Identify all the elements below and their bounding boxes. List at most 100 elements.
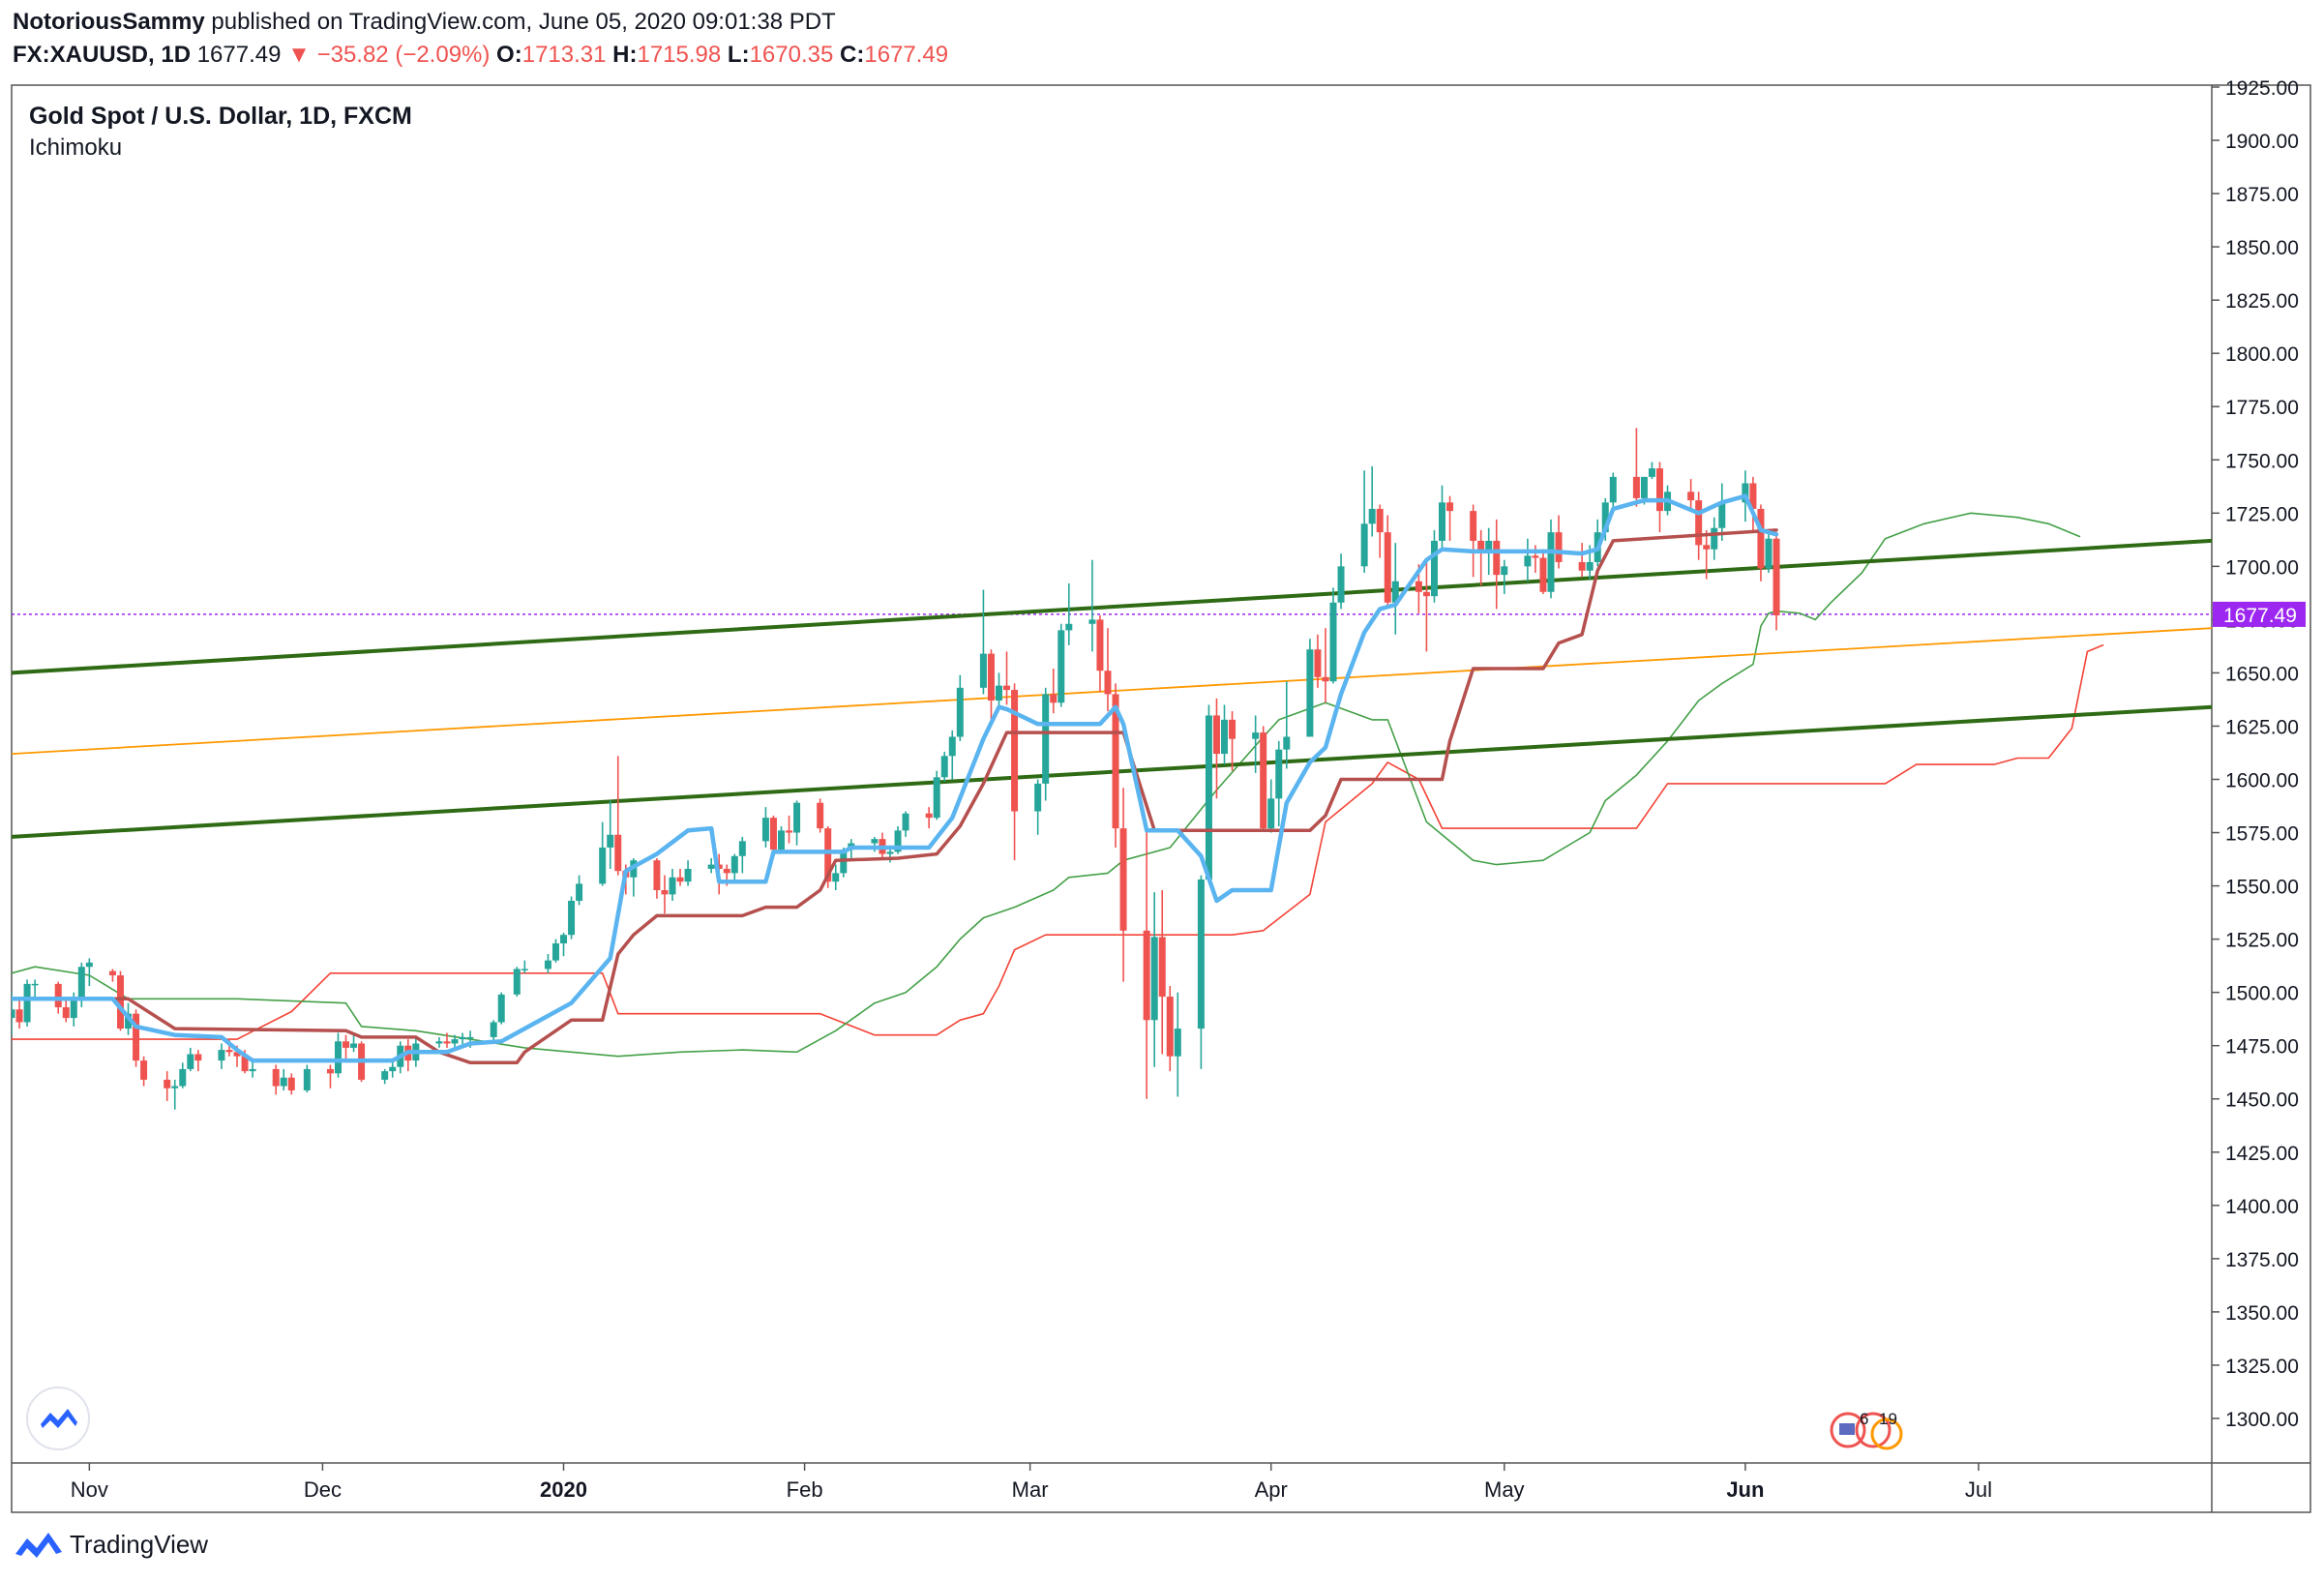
candle[interactable] [1337,553,1345,610]
candle[interactable] [925,807,933,829]
candle[interactable] [1229,711,1236,771]
candle[interactable] [1477,529,1485,586]
tradingview-brand[interactable]: TradingView [70,1529,209,1559]
candle[interactable] [1765,534,1773,573]
candle[interactable] [1150,892,1158,1067]
candle[interactable] [1042,687,1050,801]
candle[interactable] [1314,634,1322,688]
candle[interactable] [979,589,987,695]
candle[interactable] [1158,889,1166,1055]
candle[interactable] [443,1032,451,1048]
candle[interactable] [1034,779,1042,835]
candle[interactable] [116,970,124,1031]
candle[interactable] [85,958,93,987]
candle[interactable] [786,815,793,844]
candle[interactable] [1422,561,1430,652]
candle[interactable] [521,960,528,973]
candle[interactable] [661,875,669,914]
candle[interactable] [560,933,568,957]
candle[interactable] [1524,538,1532,582]
candle[interactable] [218,1043,225,1069]
candle[interactable] [389,1060,397,1078]
candle[interactable] [1757,504,1765,582]
candle[interactable] [1430,529,1438,603]
candle[interactable] [576,875,583,906]
candle[interactable] [599,821,607,886]
candle[interactable] [140,1056,148,1087]
candle[interactable] [933,770,940,820]
candle[interactable] [1050,669,1058,714]
candle[interactable] [1205,704,1212,880]
candle[interactable] [669,868,676,901]
candle[interactable] [551,939,559,963]
candle[interactable] [544,954,551,973]
candle[interactable] [334,1032,342,1078]
candle[interactable] [287,1073,295,1095]
last-price-tag[interactable]: 1677.49 [2213,601,2306,627]
candle[interactable] [133,1009,140,1067]
candle[interactable] [1267,779,1275,833]
candle[interactable] [1703,529,1711,580]
candle[interactable] [1711,517,1718,560]
candle[interactable] [777,825,785,854]
candle[interactable] [1221,704,1229,765]
candle[interactable] [171,1079,179,1110]
candle[interactable] [902,811,909,837]
candle[interactable] [1104,628,1112,712]
candle[interactable] [1532,545,1539,573]
candle[interactable] [817,798,824,833]
tradingview-logo-icon[interactable] [14,1529,64,1560]
candle[interactable] [1368,465,1376,537]
tradingview-watermark-icon[interactable] [26,1387,90,1450]
candle[interactable] [1283,681,1291,769]
candle[interactable] [1655,462,1663,533]
candle[interactable] [1088,559,1096,652]
candle[interactable] [272,1064,280,1095]
candle[interactable] [1166,986,1174,1072]
candle[interactable] [684,860,692,886]
candle[interactable] [350,1032,358,1053]
candle[interactable] [1174,992,1181,1097]
candle[interactable] [676,868,684,886]
plot-area[interactable] [9,428,2213,1110]
candle[interactable] [1143,830,1150,1099]
candle[interactable] [280,1068,287,1090]
candle[interactable] [1260,726,1267,831]
candle[interactable] [1065,582,1073,645]
candle[interactable] [1493,519,1501,610]
candle[interactable] [769,815,777,854]
candle[interactable] [381,1068,389,1085]
candle[interactable] [1749,476,1757,533]
candle[interactable] [497,992,505,1025]
candle[interactable] [894,825,902,854]
candle[interactable] [435,1036,443,1048]
candle[interactable] [1695,492,1703,560]
candle[interactable] [1578,543,1586,578]
candle[interactable] [614,756,622,876]
candle[interactable] [1555,515,1563,569]
candle[interactable] [1687,479,1695,512]
candle[interactable] [987,649,995,720]
candle[interactable] [1322,628,1329,703]
candle[interactable] [1275,740,1283,826]
candle[interactable] [1391,543,1399,635]
candle[interactable] [326,1064,334,1089]
price-axis[interactable]: 1300.00 1325.00 1350.00 1375.00 1400.00 1425.… [2212,77,2306,1431]
candle[interactable] [1539,549,1547,594]
candle[interactable] [568,896,576,940]
candle[interactable] [1439,485,1446,548]
candle[interactable] [607,800,614,869]
candle[interactable] [653,857,661,899]
candle[interactable] [1376,504,1384,558]
candle[interactable] [1632,428,1640,507]
candle[interactable] [303,1064,311,1093]
candle[interactable] [1119,788,1127,982]
candle[interactable] [956,674,964,741]
candle[interactable] [832,864,840,890]
candle[interactable] [738,836,746,874]
candle[interactable] [1329,587,1337,684]
candle[interactable] [1252,715,1260,773]
candle[interactable] [1197,875,1205,1069]
candle[interactable] [23,979,31,1027]
